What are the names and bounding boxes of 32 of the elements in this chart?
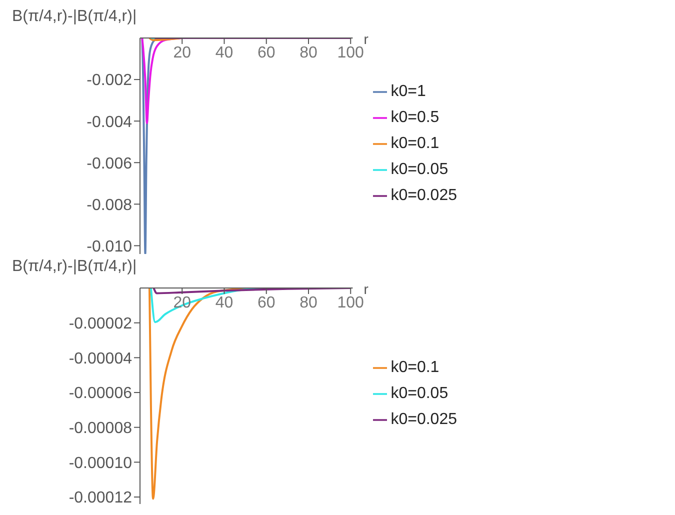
y-tick-label: -0.00004 xyxy=(68,350,132,368)
legend-label: k0=0.05 xyxy=(390,385,448,402)
y-tick-label: -0.008 xyxy=(86,196,132,214)
y-axis-title: B(π/4,r)-|B(π/4,r)| xyxy=(11,258,138,277)
x-axis-title: r xyxy=(364,30,369,47)
x-tick-label: 40 xyxy=(215,44,234,62)
x-tick-label: 100 xyxy=(337,44,364,62)
legend-label: k0=1 xyxy=(390,83,426,100)
legend-label: k0=0.05 xyxy=(390,161,448,178)
y-tick-label: -0.010 xyxy=(86,238,132,256)
y-axis-title: B(π/4,r)-|B(π/4,r)| xyxy=(11,8,138,27)
y-tick-label: -0.00002 xyxy=(68,316,132,333)
x-tick-label: 100 xyxy=(337,294,364,312)
x-axis-title: r xyxy=(364,280,369,297)
x-tick-label: 80 xyxy=(300,44,318,62)
x-tick-label: 60 xyxy=(257,44,276,62)
legend-label: k0=0.025 xyxy=(390,187,457,204)
x-tick-label: 80 xyxy=(300,294,318,312)
y-tick-label: -0.00008 xyxy=(68,420,132,438)
x-tick-label: 40 xyxy=(215,294,234,312)
legend-label: k0=0.5 xyxy=(390,109,440,126)
y-tick-label: -0.00012 xyxy=(68,490,132,507)
y-tick-label: -0.00010 xyxy=(68,454,132,472)
legend-label: k0=0.025 xyxy=(390,411,457,428)
legend-label: k0=0.1 xyxy=(390,359,440,376)
y-tick-label: -0.002 xyxy=(86,72,132,90)
x-tick-label: 20 xyxy=(173,44,192,62)
legend-label: k0=0.1 xyxy=(390,135,440,152)
x-tick-label: 60 xyxy=(257,294,276,312)
y-tick-label: -0.006 xyxy=(86,155,132,172)
y-tick-label: -0.004 xyxy=(86,114,132,131)
y-tick-label: -0.00006 xyxy=(68,385,132,402)
